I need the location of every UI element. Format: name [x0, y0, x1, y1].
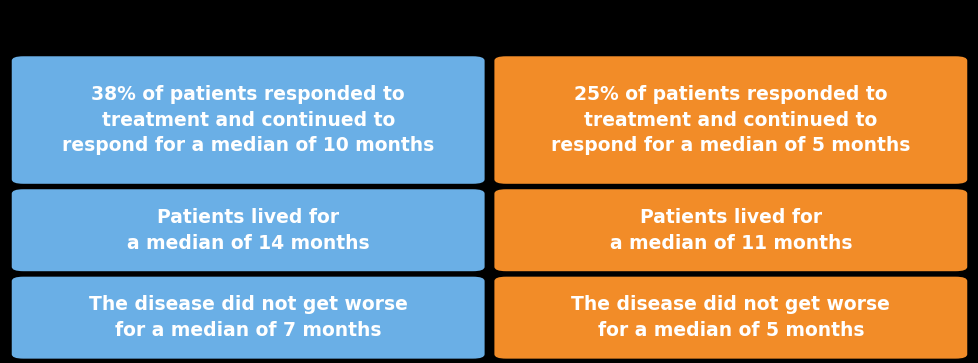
Text: 38% of patients responded to
treatment and continued to
respond for a median of : 38% of patients responded to treatment a… [62, 85, 434, 155]
Text: The disease did not get worse
for a median of 7 months: The disease did not get worse for a medi… [89, 295, 407, 340]
FancyBboxPatch shape [494, 56, 966, 184]
FancyBboxPatch shape [494, 277, 966, 359]
FancyBboxPatch shape [12, 277, 484, 359]
FancyBboxPatch shape [12, 189, 484, 271]
FancyBboxPatch shape [12, 56, 484, 184]
Text: Patients lived for
a median of 14 months: Patients lived for a median of 14 months [127, 208, 369, 253]
Text: 25% of patients responded to
treatment and continued to
respond for a median of : 25% of patients responded to treatment a… [551, 85, 910, 155]
Text: The disease did not get worse
for a median of 5 months: The disease did not get worse for a medi… [571, 295, 889, 340]
Text: Patients lived for
a median of 11 months: Patients lived for a median of 11 months [609, 208, 851, 253]
FancyBboxPatch shape [494, 189, 966, 271]
